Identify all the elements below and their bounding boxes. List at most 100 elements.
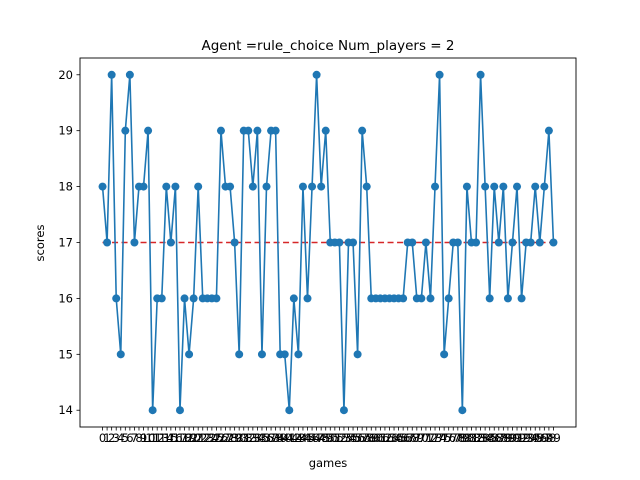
y-tick-label: 19	[58, 124, 73, 138]
x-tick-label: 28	[223, 431, 238, 445]
data-point	[303, 294, 312, 303]
x-tick-label: 99	[546, 431, 561, 445]
data-point	[408, 238, 417, 247]
y-tick-label: 20	[58, 68, 73, 82]
data-point	[321, 126, 330, 135]
data-point	[317, 182, 326, 191]
data-point	[235, 350, 244, 359]
x-tick-label: 7	[131, 431, 138, 445]
data-point	[171, 182, 180, 191]
x-tick-label: 52	[332, 431, 347, 445]
x-tick-label: 64	[387, 431, 402, 445]
chart-title: Agent =rule_choice Num_players = 2	[202, 38, 455, 54]
x-tick-label: 23	[200, 431, 215, 445]
data-point	[494, 238, 503, 247]
x-tick-label: 97	[537, 431, 552, 445]
data-point	[362, 182, 371, 191]
x-axis-label: games	[309, 456, 348, 470]
data-point	[112, 294, 121, 303]
data-point	[148, 406, 157, 415]
x-tick-label: 19	[182, 431, 197, 445]
x-tick-label: 90	[505, 431, 520, 445]
x-tick-label: 83	[473, 431, 488, 445]
x-tick-label: 9	[140, 431, 147, 445]
data-point	[175, 406, 184, 415]
y-tick-label: 17	[58, 236, 73, 250]
data-point	[216, 126, 225, 135]
x-tick-label: 88	[496, 431, 511, 445]
data-point	[431, 182, 440, 191]
data-point	[535, 238, 544, 247]
axes-frame	[79, 57, 577, 428]
y-tick-label: 16	[58, 291, 73, 305]
data-point	[280, 350, 289, 359]
data-point	[508, 238, 517, 247]
data-point	[531, 182, 540, 191]
x-tick-label: 41	[282, 431, 297, 445]
data-point	[248, 182, 257, 191]
x-tick-label: 67	[400, 431, 415, 445]
data-point	[230, 238, 239, 247]
data-point	[103, 238, 112, 247]
x-tick-label: 43	[291, 431, 306, 445]
x-tick-label: 98	[542, 431, 557, 445]
data-point	[458, 406, 467, 415]
data-point	[157, 294, 166, 303]
x-tick-label: 69	[409, 431, 424, 445]
x-tick-label: 48	[314, 431, 329, 445]
data-point	[116, 350, 125, 359]
x-tick-label: 77	[446, 431, 461, 445]
x-tick-label: 54	[341, 431, 356, 445]
data-point	[139, 182, 148, 191]
x-tick-label: 74	[432, 431, 447, 445]
x-tick-label: 49	[318, 431, 333, 445]
data-point	[417, 294, 426, 303]
data-point	[294, 350, 303, 359]
x-tick-label: 10	[141, 431, 156, 445]
x-tick-label: 24	[205, 431, 220, 445]
x-tick-label: 17	[173, 431, 188, 445]
x-tick-label: 15	[164, 431, 179, 445]
y-axis-label: scores	[33, 225, 47, 262]
x-tick-label: 2	[108, 431, 115, 445]
x-tick-label: 21	[191, 431, 206, 445]
x-tick-label: 89	[501, 431, 516, 445]
x-tick-label: 38	[268, 431, 283, 445]
data-point	[453, 238, 462, 247]
data-point	[257, 350, 266, 359]
data-point	[440, 350, 449, 359]
x-tick-label: 29	[227, 431, 242, 445]
data-point	[358, 126, 367, 135]
x-tick-label: 62	[378, 431, 393, 445]
data-point	[271, 126, 280, 135]
x-tick-label: 16	[168, 431, 183, 445]
data-point	[180, 294, 189, 303]
data-point	[481, 182, 490, 191]
data-point	[130, 238, 139, 247]
x-tick-label: 25	[209, 431, 224, 445]
data-point	[162, 182, 171, 191]
x-tick-label: 11	[145, 431, 160, 445]
x-tick-label: 6	[126, 431, 133, 445]
data-point	[549, 238, 558, 247]
data-point	[339, 406, 348, 415]
data-point	[503, 294, 512, 303]
x-tick-label: 27	[218, 431, 233, 445]
x-tick-label: 81	[464, 431, 479, 445]
data-point	[513, 182, 522, 191]
data-point	[485, 294, 494, 303]
x-tick-label: 63	[382, 431, 397, 445]
data-point	[499, 182, 508, 191]
x-tick-label: 45	[300, 431, 315, 445]
y-tick-label: 14	[58, 403, 73, 417]
x-tick-label: 92	[514, 431, 529, 445]
x-tick-label: 57	[355, 431, 370, 445]
x-tick-label: 76	[441, 431, 456, 445]
data-point	[308, 182, 317, 191]
x-tick-label: 84	[478, 431, 493, 445]
x-tick-label: 78	[450, 431, 465, 445]
x-tick-label: 96	[532, 431, 547, 445]
x-tick-label: 0	[99, 431, 106, 445]
